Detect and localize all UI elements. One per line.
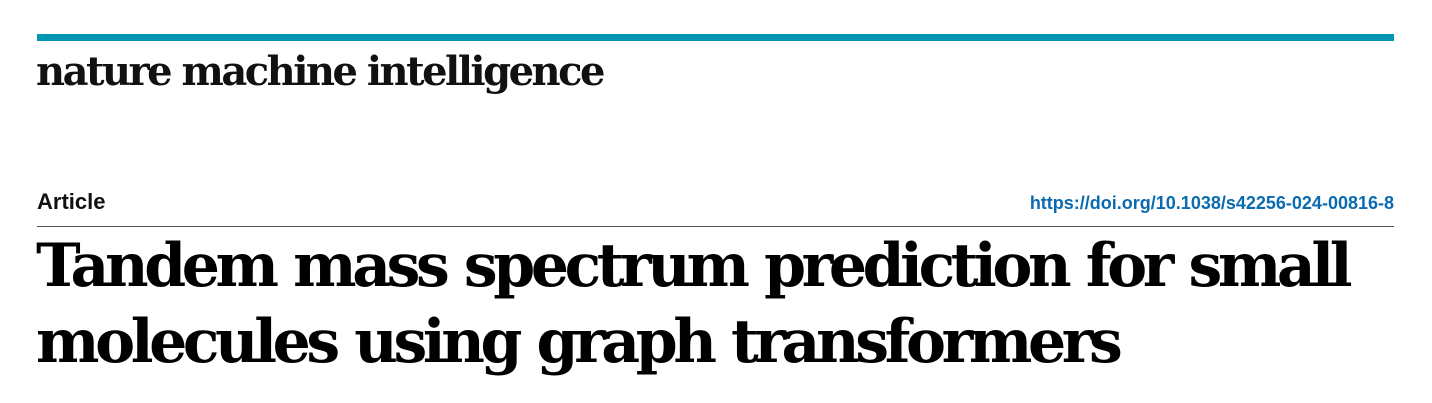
header-divider — [37, 226, 1394, 227]
paper-title: Tandem mass spectrum prediction for smal… — [36, 228, 1406, 380]
journal-accent-bar — [37, 34, 1394, 41]
journal-title[interactable]: nature machine intelligence — [36, 48, 605, 95]
paper-title-line-1: Tandem mass spectrum prediction for smal… — [36, 231, 1353, 301]
doi-link[interactable]: https://doi.org/10.1038/s42256-024-00816… — [1029, 193, 1394, 213]
article-meta-row: Article https://doi.org/10.1038/s42256-0… — [37, 186, 1394, 218]
paper-title-line-2: molecules using graph transformers — [36, 307, 1123, 377]
article-type-label: Article — [37, 189, 106, 214]
